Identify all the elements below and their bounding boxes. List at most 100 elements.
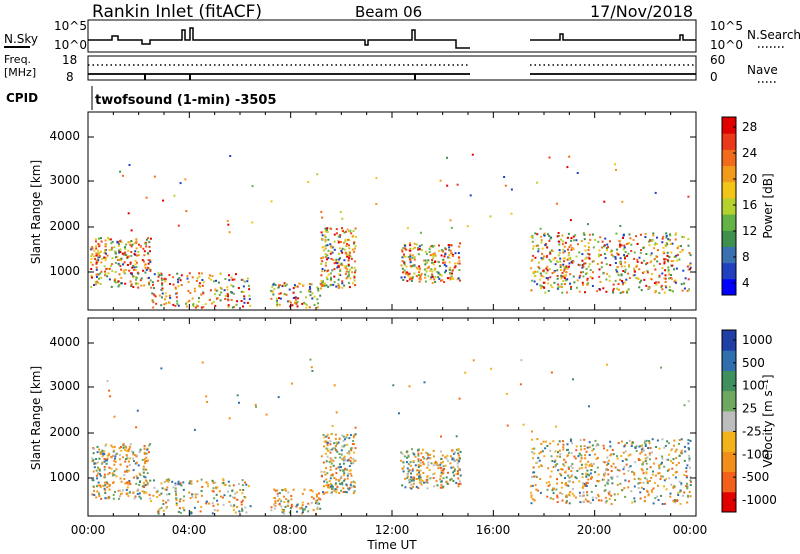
power-echo xyxy=(432,254,435,257)
power-echo xyxy=(348,286,351,289)
power-echo xyxy=(333,233,336,236)
power-echo xyxy=(209,278,212,281)
velocity-echo xyxy=(657,484,659,487)
power-echo xyxy=(665,236,668,239)
velocity-echo xyxy=(352,436,355,439)
power-echo xyxy=(309,287,312,290)
velocity-echo xyxy=(320,475,323,478)
velocity-echo xyxy=(689,495,692,498)
power-echo xyxy=(160,277,163,280)
power-echo xyxy=(536,270,539,273)
velocity-echo xyxy=(99,486,102,489)
velocity-echo xyxy=(342,487,345,490)
power-echo xyxy=(560,283,563,286)
power-echo xyxy=(543,234,546,237)
velocity-echo xyxy=(125,449,128,452)
power-echo xyxy=(97,281,100,284)
power-echo xyxy=(615,232,618,235)
power-echo xyxy=(576,279,579,282)
x-tick-0400: 04:00 xyxy=(172,523,207,537)
power-echo xyxy=(557,234,560,237)
velocity-echo xyxy=(406,461,408,464)
velocity-echo xyxy=(410,487,413,490)
power-echo xyxy=(294,285,297,288)
velocity-echo xyxy=(668,477,671,480)
velocity-echo xyxy=(103,450,106,453)
velocity-echo xyxy=(125,469,128,472)
power-echo xyxy=(247,284,250,287)
power-echo xyxy=(566,258,569,261)
power-echo xyxy=(653,258,656,261)
velocity-echo xyxy=(605,500,608,503)
velocity-echo xyxy=(565,484,568,487)
power-echo xyxy=(311,292,314,295)
velocity-echo xyxy=(426,481,429,484)
velocity-echo xyxy=(606,363,608,366)
velocity-echo xyxy=(673,500,676,503)
velocity-echo xyxy=(595,444,598,447)
velocity-echo xyxy=(136,493,139,495)
power-echo xyxy=(343,284,346,287)
velocity-echo xyxy=(322,461,325,464)
velocity-echo xyxy=(341,445,344,448)
velocity-echo xyxy=(457,471,460,474)
velocity-echo xyxy=(97,466,99,469)
velocity-echo xyxy=(635,445,638,448)
power-echo xyxy=(663,260,666,263)
power-echo xyxy=(345,265,348,268)
power-echo xyxy=(177,224,180,227)
velocity-echo xyxy=(656,439,659,442)
velocity-echo xyxy=(276,495,279,498)
power-echo xyxy=(620,265,623,268)
power-echo xyxy=(130,240,133,242)
velocity-echo xyxy=(141,485,144,488)
velocity-echo xyxy=(273,507,276,510)
power-echo xyxy=(605,247,608,250)
velocity-echo xyxy=(588,474,591,477)
power-echo xyxy=(558,251,561,254)
velocity-echo xyxy=(619,482,622,485)
velocity-echo xyxy=(689,466,691,469)
power-echo xyxy=(632,239,635,241)
velocity-echo xyxy=(411,468,414,471)
velocity-echo xyxy=(530,485,532,488)
velocity-echo xyxy=(582,485,585,488)
power-echo xyxy=(295,302,298,305)
power-echo xyxy=(530,289,533,292)
power-echo xyxy=(228,231,231,234)
power-echo xyxy=(283,284,286,287)
velocity-echo xyxy=(603,447,605,450)
power-echo xyxy=(681,249,684,252)
power-echo xyxy=(571,261,574,264)
power-echo xyxy=(612,291,615,294)
power-echo xyxy=(120,282,123,285)
velocity-echo xyxy=(577,455,580,458)
power-echo xyxy=(326,278,329,281)
velocity-echo xyxy=(557,451,559,454)
velocity-echo xyxy=(591,444,594,447)
power-echo xyxy=(633,251,636,254)
velocity-echo xyxy=(287,491,290,494)
velocity-echo xyxy=(570,452,573,455)
velocity-echo xyxy=(139,481,141,483)
power-echo xyxy=(645,284,648,287)
power-echo xyxy=(160,279,163,282)
power-echo xyxy=(97,259,100,262)
power-echo xyxy=(241,278,244,281)
power-echo xyxy=(571,247,574,250)
velocity-echo xyxy=(519,383,522,386)
power-echo xyxy=(296,305,299,308)
velocity-echo xyxy=(556,494,559,497)
velocity-echo xyxy=(545,481,548,484)
power-echo xyxy=(320,280,323,282)
power-echo xyxy=(623,246,626,249)
power-echo xyxy=(532,245,535,248)
velocity-echo xyxy=(689,439,692,442)
velocity-echo xyxy=(663,485,666,488)
velocity-echo xyxy=(589,502,592,504)
velocity-echo xyxy=(132,491,135,494)
velocity-echo xyxy=(554,459,557,462)
power-echo xyxy=(670,289,673,292)
power-echo xyxy=(640,279,643,282)
velocity-echo xyxy=(426,487,429,490)
